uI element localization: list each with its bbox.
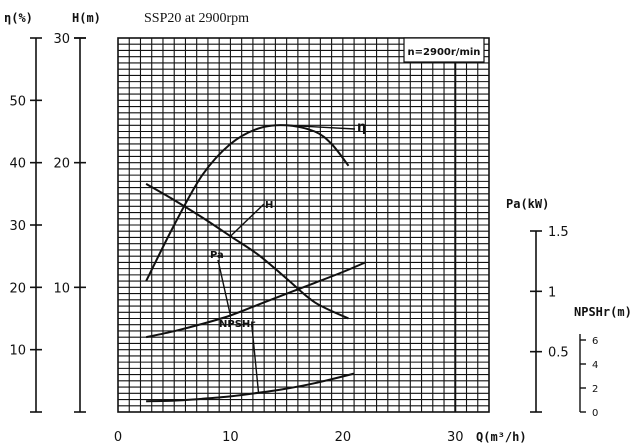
series-line-H — [145, 183, 349, 320]
series-label-Pa: Pa — [210, 250, 224, 261]
series-label-NPSHr: NPSHr — [219, 319, 255, 330]
y-tick-label-eta: 10 — [9, 344, 26, 359]
series-line-NPSHr — [146, 372, 355, 403]
y-tick-label-pa: 1.5 — [548, 225, 569, 240]
x-tick-label: 30 — [447, 430, 464, 445]
series-line-Pa — [145, 261, 366, 339]
y-axis-label-eta: η(%) — [4, 11, 33, 25]
axes: 10 20 30 40 50 10 20 30 0.5 1 1.5 0 2 4 6 0 10 20 30 — [9, 32, 598, 445]
series-leader-H — [229, 203, 265, 237]
series-leader-Pa — [217, 259, 232, 316]
series-lines: η H Pa NPSHr — [145, 120, 366, 403]
y-tick-label-npshr: 4 — [592, 360, 598, 371]
y-tick-label-pa: 0.5 — [548, 346, 569, 361]
y-tick-label-npshr: 6 — [592, 336, 598, 347]
series-leader-NPSHr — [251, 326, 260, 393]
y-axis-label-npshr: NPSHr(m) — [574, 305, 632, 319]
x-tick-label: 0 — [114, 430, 122, 445]
y-tick-label-eta: 20 — [9, 281, 26, 296]
series-label-H: H — [265, 200, 273, 211]
y-tick-label-H: 30 — [53, 32, 70, 47]
chart-title: SSP20 at 2900rpm — [144, 11, 249, 26]
y-tick-label-H: 10 — [53, 281, 70, 296]
y-axis-label-pa: Pa(kW) — [506, 197, 549, 211]
x-axis-label: Q(m³/h) — [476, 430, 527, 444]
series-leader-eta — [286, 124, 356, 130]
y-tick-label-eta: 30 — [9, 219, 26, 234]
grid — [117, 37, 490, 413]
y-tick-label-eta: 40 — [9, 157, 26, 172]
annotation-box — [403, 37, 485, 63]
series-label-eta: η — [357, 120, 366, 135]
y-tick-label-H: 20 — [53, 157, 70, 172]
x-tick-label: 20 — [335, 430, 352, 445]
annotation-label: n=2900r/min — [408, 47, 481, 58]
y-tick-label-npshr: 2 — [592, 384, 598, 395]
y-tick-label-npshr: 0 — [592, 408, 598, 419]
y-tick-label-pa: 1 — [548, 285, 556, 300]
x-tick-label: 10 — [222, 430, 239, 445]
y-tick-label-eta: 50 — [9, 94, 26, 109]
y-axis-label-h: H(m) — [72, 11, 101, 25]
series-line-eta — [145, 124, 350, 282]
